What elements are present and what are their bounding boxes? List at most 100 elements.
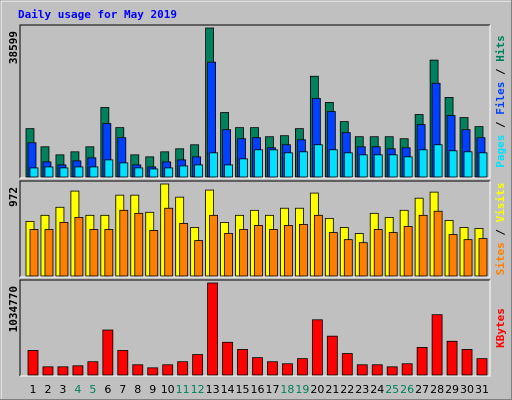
panel-shadow (19, 279, 490, 376)
bar (44, 229, 54, 277)
bar (237, 349, 248, 376)
bar (192, 354, 204, 376)
x-tick-label: 18 (280, 383, 294, 396)
bar (284, 225, 293, 277)
x-tick-label: 16 (251, 383, 265, 396)
x-tick-label: 25 (385, 383, 399, 396)
bar (44, 166, 54, 178)
bar (478, 238, 488, 277)
x-tick-label: 24 (370, 383, 384, 396)
bar (448, 234, 458, 277)
bar (74, 217, 84, 277)
bar (311, 319, 323, 376)
legend: Sites / Visits (494, 183, 507, 276)
legend-separator: / (494, 62, 507, 82)
legend-entry: Hits (494, 35, 507, 62)
legend-entry: Files (494, 82, 507, 115)
x-tick-label: 29 (445, 383, 459, 396)
legend-separator: / (494, 222, 507, 242)
bar (74, 166, 84, 178)
bar (209, 152, 219, 178)
bar (149, 230, 159, 277)
bar (177, 361, 189, 376)
bar (179, 223, 189, 277)
x-tick-label: 6 (104, 383, 111, 396)
x-tick-label: 2 (44, 383, 51, 396)
bar (209, 214, 219, 277)
bar (59, 222, 69, 277)
bar (134, 212, 144, 277)
x-tick-label: 19 (295, 383, 309, 396)
y-tick-label: 38599 (7, 31, 20, 64)
bar (356, 364, 368, 376)
bar (252, 357, 263, 376)
panel-shadow (19, 180, 490, 277)
bar (296, 358, 308, 376)
bar (194, 164, 204, 178)
bar (476, 358, 488, 376)
bar (119, 162, 129, 178)
bar (149, 168, 159, 178)
bar (328, 232, 338, 277)
bar (104, 229, 114, 277)
bar (373, 154, 383, 178)
x-tick-label: 1 (30, 383, 37, 396)
bar (207, 282, 219, 376)
bar (224, 164, 233, 178)
x-tick-label: 5 (89, 383, 96, 396)
bar (269, 149, 278, 178)
bar (463, 151, 473, 178)
bar (254, 225, 263, 277)
bar (104, 159, 114, 178)
x-tick-label: 21 (325, 383, 339, 396)
bar (164, 207, 174, 277)
bar (147, 367, 159, 376)
bar (313, 144, 323, 178)
x-tick-label: 28 (430, 383, 444, 396)
legend-entry: Visits (494, 183, 507, 223)
bar (478, 152, 488, 178)
x-tick-label: 7 (119, 383, 126, 396)
bar (298, 224, 308, 277)
x-tick-label: 4 (74, 383, 81, 396)
bar (254, 149, 263, 178)
bar (119, 209, 129, 277)
bar (239, 158, 248, 178)
bar (433, 210, 443, 277)
bar (89, 166, 99, 178)
bar (401, 363, 413, 376)
bar (102, 329, 114, 376)
bar (343, 239, 353, 277)
bar (358, 154, 368, 178)
bar (388, 232, 398, 277)
bar (29, 167, 39, 178)
bar (27, 350, 39, 376)
bar (326, 335, 338, 376)
bar (386, 366, 398, 376)
x-tick-label: 20 (310, 383, 324, 396)
bar (224, 233, 233, 277)
bar (403, 156, 413, 178)
bar (267, 361, 278, 376)
bar (313, 214, 323, 277)
bar (162, 364, 174, 376)
bar (239, 229, 248, 277)
x-tick-label: 31 (475, 383, 489, 396)
bar (89, 229, 99, 277)
y-tick-label: 972 (7, 187, 20, 207)
x-tick-label: 27 (415, 383, 429, 396)
bar (194, 240, 204, 277)
legend-entry: Sites (494, 242, 507, 275)
bar (431, 314, 443, 376)
legend: Pages / Files / Hits (494, 35, 507, 168)
legend: KBytes (494, 308, 507, 348)
panel-highlight (20, 280, 491, 377)
bar (282, 363, 293, 376)
bar (87, 361, 99, 376)
x-tick-label: 30 (460, 383, 474, 396)
panel-shadow (19, 24, 490, 178)
legend-separator: / (494, 115, 507, 135)
y-tick-label: 1034770 (7, 286, 20, 332)
